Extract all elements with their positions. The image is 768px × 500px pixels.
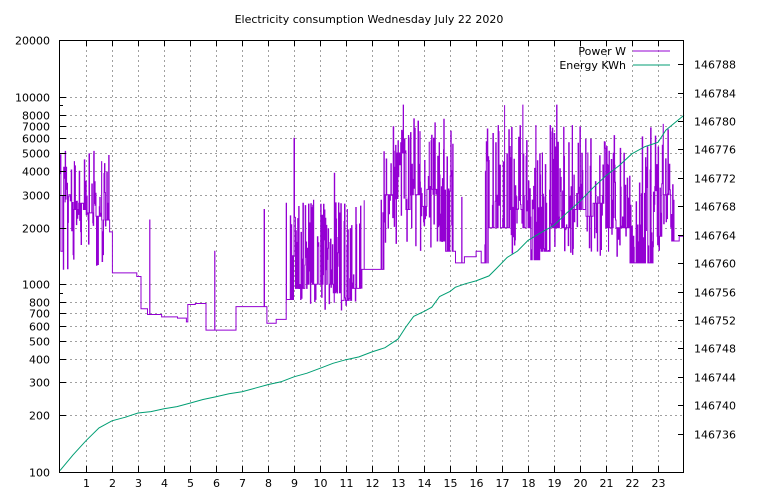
y2-tick-label: 146780 [694,116,736,129]
y2-tick-label: 146752 [694,315,736,328]
y-tick-label: 7000 [22,121,50,134]
x-tick-label: 3 [135,477,142,490]
legend: Power W Energy KWh [559,45,670,72]
x-tick-label: 9 [291,477,298,490]
y2-tick-label: 146756 [694,287,736,300]
y2-tick-label: 146768 [694,201,736,214]
x-tick-label: 14 [418,477,432,490]
y-tick-label: 300 [29,377,50,390]
y-tick-label: 20000 [15,35,50,48]
energy-line [59,114,685,471]
x-tick-label: 2 [109,477,116,490]
y-tick-label: 1000 [22,279,50,292]
y2-tick-label: 146736 [694,429,736,442]
y-tick-label: 2000 [22,223,50,236]
x-tick-label: 8 [265,477,272,490]
x-tick-label: 10 [314,477,328,490]
power-line [60,104,684,331]
y-tick-label: 400 [29,354,50,367]
y2-tick-label: 146772 [694,173,736,186]
y-tick-label: 4000 [22,166,50,179]
x-tick-label: 18 [522,477,536,490]
x-tick-label: 5 [187,477,194,490]
x-tick-label: 4 [161,477,168,490]
x-tick-label: 19 [548,477,562,490]
x-tick-label: 23 [652,477,666,490]
x-tick-label: 12 [366,477,380,490]
x-tick-label: 16 [470,477,484,490]
x-tick-label: 21 [600,477,614,490]
x-tick-label: 6 [213,477,220,490]
y2-tick-label: 146764 [694,230,736,243]
y2-tick-label: 146784 [694,88,736,101]
legend-label-power: Power W [578,45,626,58]
x-tick-label: 1 [83,477,90,490]
y-tick-label: 8000 [22,110,50,123]
x-tick-label: 13 [392,477,406,490]
y-tick-label: 800 [29,297,50,310]
grid-lines [60,40,684,472]
y2-tick-label: 146748 [694,343,736,356]
y-tick-label: 500 [29,336,50,349]
chart-title: Electricity consumption Wednesday July 2… [235,13,504,26]
y-tick-label: 700 [29,308,50,321]
y2-tick-label: 146740 [694,400,736,413]
y-tick-label: 10000 [15,92,50,105]
y2-tick-label: 146788 [694,59,736,72]
y-tick-label: 600 [29,321,50,334]
y2-tick-label: 146760 [694,258,736,271]
y-tick-label: 200 [29,410,50,423]
x-tick-label: 11 [340,477,354,490]
y2-tick-label: 146744 [694,372,736,385]
x-tick-label: 22 [626,477,640,490]
x-tick-label: 17 [496,477,510,490]
y-tick-label: 5000 [22,148,50,161]
series-layer [59,104,685,471]
plot-frame [59,40,684,473]
y-tick-label: 100 [29,467,50,480]
x-tick-label: 7 [239,477,246,490]
y-tick-label: 3000 [22,190,50,203]
y-tick-label: 6000 [22,133,50,146]
legend-label-energy: Energy KWh [559,59,626,72]
x-tick-label: 15 [444,477,458,490]
axes: 1 2 3 4 5 6 7 8 9 10 11 12 13 14 15 16 17 18 19 20 21 22 23100… [15,35,736,491]
x-tick-label: 20 [574,477,588,490]
y2-tick-label: 146776 [694,144,736,157]
